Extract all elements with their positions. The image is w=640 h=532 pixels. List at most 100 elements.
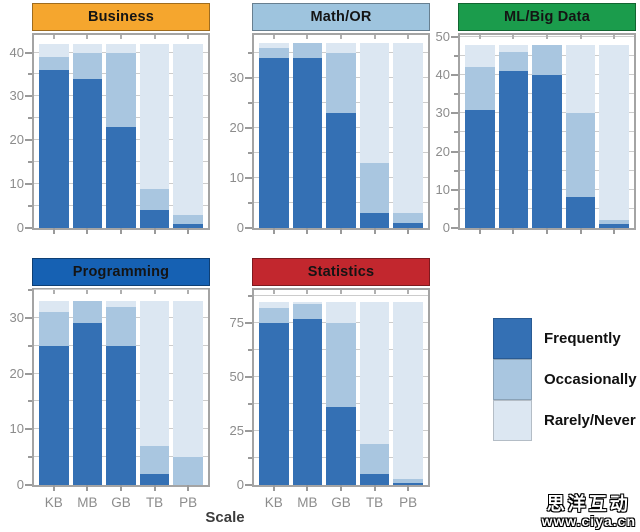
bar-TB	[359, 301, 390, 485]
segment-rarely-never	[173, 43, 203, 215]
y-tick-label: 30	[9, 88, 24, 104]
x-tick-bottom	[153, 228, 156, 234]
x-tick-bottom	[579, 228, 582, 234]
segment-occasionally	[72, 301, 103, 324]
segment-frequently	[39, 345, 69, 485]
segment-occasionally	[565, 113, 596, 198]
legend-label: Rarely/Never	[544, 412, 636, 429]
y-tick-label: 30	[9, 309, 24, 325]
bar-GB	[106, 43, 136, 228]
y-tick-minor	[28, 73, 32, 76]
x-tick-bottom	[272, 485, 275, 491]
segment-frequently	[72, 323, 103, 485]
x-tick-top	[407, 35, 410, 39]
bars-group	[34, 290, 208, 485]
bar-KB	[259, 42, 289, 228]
segment-occasionally	[292, 304, 323, 320]
legend-item: Occasionally	[493, 359, 637, 400]
y-tick-major	[451, 112, 458, 115]
x-tick-bottom	[272, 228, 275, 234]
x-label-PB: PB	[399, 495, 418, 510]
bars-group	[254, 290, 428, 485]
segment-rarely-never	[393, 301, 423, 479]
y-tick-major	[25, 139, 32, 142]
y-tick-minor	[28, 289, 32, 291]
x-tick-top	[579, 35, 582, 39]
x-label-MB: MB	[297, 495, 318, 510]
x-tick-bottom	[407, 228, 410, 234]
segment-occasionally	[259, 308, 289, 324]
x-tick-top	[340, 35, 342, 39]
segment-frequently	[106, 127, 136, 228]
y-tick-label: 20	[9, 365, 24, 381]
bar-MB	[292, 42, 323, 228]
segment-frequently	[393, 482, 423, 485]
segment-occasionally	[498, 52, 529, 72]
segment-rarely-never	[139, 43, 170, 189]
y-tick-minor	[454, 131, 458, 134]
watermark-text-cn: 思洋互动	[546, 494, 631, 514]
x-tick-top	[86, 35, 89, 39]
segment-frequently	[393, 222, 423, 228]
x-tick-bottom	[187, 485, 190, 491]
bar-GB	[532, 44, 562, 228]
bars-group	[254, 35, 428, 228]
y-tick-major	[25, 372, 32, 375]
y-tick-major	[245, 126, 252, 129]
legend-label: Frequently	[544, 330, 621, 347]
x-tick-bottom	[306, 485, 309, 491]
segment-frequently	[599, 224, 629, 228]
segment-frequently	[259, 323, 289, 485]
segment-frequently	[326, 112, 356, 228]
y-tick-label: 20	[9, 132, 24, 148]
x-tick-top	[187, 290, 190, 294]
legend: Frequently Occasionally Rarely/Never	[493, 318, 637, 441]
y-tick-label: 50	[435, 28, 450, 44]
segment-rarely-never	[259, 301, 289, 309]
segment-frequently	[359, 474, 390, 485]
segment-rarely-never	[139, 301, 170, 446]
segment-occasionally	[465, 67, 495, 110]
segment-frequently	[326, 407, 356, 485]
x-tick-top	[153, 35, 156, 39]
bar-KB	[39, 43, 69, 228]
bar-GB	[106, 301, 136, 485]
segment-rarely-never	[393, 42, 423, 213]
x-tick-bottom	[86, 228, 89, 234]
x-label-PB: PB	[179, 495, 198, 510]
segment-occasionally	[139, 446, 170, 474]
y-tick-major	[245, 76, 252, 79]
x-tick-top	[407, 290, 410, 294]
y-tick-minor	[28, 456, 32, 459]
bar-TB	[565, 44, 596, 228]
panel-title: Math/OR	[252, 3, 430, 31]
x-tick-top	[52, 35, 55, 39]
segment-occasionally	[173, 214, 203, 224]
y-tick-minor	[28, 400, 32, 403]
plot-area: 0 10 20 30	[10, 288, 210, 492]
x-tick-top	[86, 290, 89, 294]
y-tick-major	[25, 51, 32, 54]
y-tick-label: 10	[435, 181, 450, 197]
y-tick-label: 0	[16, 477, 24, 492]
y-tick-minor	[248, 457, 252, 460]
segment-frequently	[259, 57, 289, 228]
y-tick-major	[451, 35, 458, 38]
segment-rarely-never	[498, 44, 529, 53]
legend-item: Frequently	[493, 318, 637, 359]
y-tick-major	[451, 188, 458, 191]
plot-area: 0 25 50 75	[230, 288, 430, 492]
bar-PB	[173, 43, 203, 228]
y-tick-label: 40	[435, 67, 450, 83]
x-label-MB: MB	[77, 495, 98, 510]
y-tick-label: 0	[442, 220, 450, 235]
y-tick-major	[451, 150, 458, 153]
y-tick-major	[245, 430, 252, 433]
y-tick-minor	[248, 349, 252, 352]
y-tick-minor	[248, 403, 252, 406]
segment-frequently	[465, 109, 495, 228]
segment-occasionally	[259, 47, 289, 58]
bars-group	[34, 35, 208, 228]
x-label-KB: KB	[264, 495, 283, 510]
segment-occasionally	[393, 478, 423, 483]
